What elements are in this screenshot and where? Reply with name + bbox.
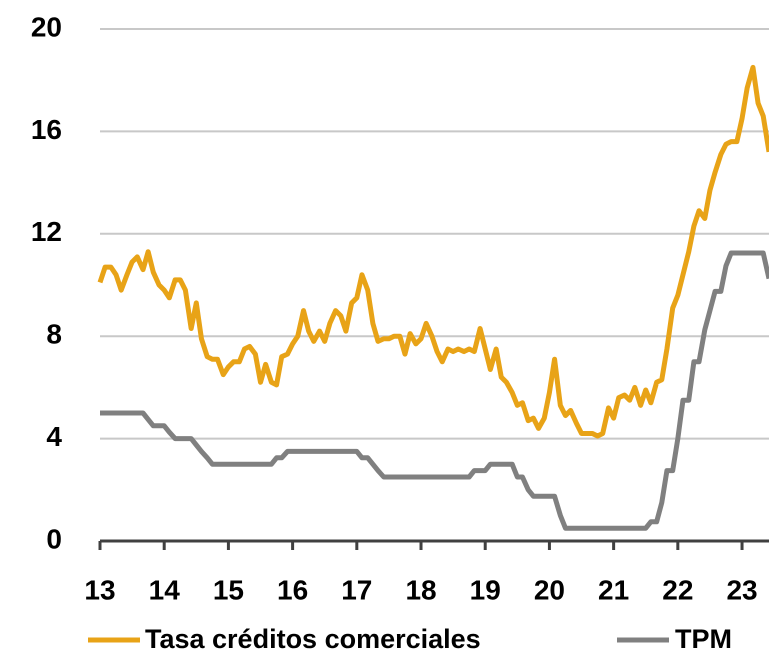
x-tick-label: 22 — [662, 574, 693, 605]
series-line — [100, 250, 769, 531]
x-tick-label: 14 — [149, 574, 181, 605]
x-tick-label: 17 — [341, 574, 372, 605]
x-tick-label: 21 — [598, 574, 629, 605]
legend-label: TPM — [675, 624, 732, 654]
x-tick-label: 23 — [726, 574, 757, 605]
y-tick-label: 12 — [31, 216, 62, 247]
y-tick-label: 20 — [31, 11, 62, 42]
series-line — [97, 64, 769, 439]
y-tick-label: 0 — [46, 523, 62, 554]
y-tick-label: 16 — [31, 114, 62, 145]
y-tick-label: 4 — [46, 421, 62, 452]
x-tick-label: 20 — [534, 574, 565, 605]
x-tick-label: 16 — [277, 574, 308, 605]
x-tick-label: 19 — [470, 574, 501, 605]
x-tick-label: 15 — [213, 574, 244, 605]
y-tick-label: 8 — [46, 319, 62, 350]
x-tick-label: 18 — [405, 574, 436, 605]
legend-label: Tasa créditos comerciales — [145, 624, 481, 654]
x-tick-label: 13 — [84, 574, 115, 605]
